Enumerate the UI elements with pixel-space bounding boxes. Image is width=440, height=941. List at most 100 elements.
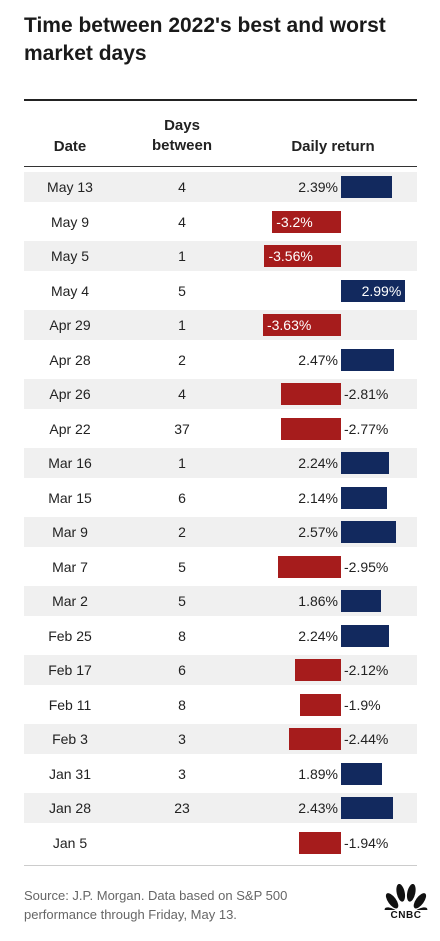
- row-days-between: 4: [178, 179, 186, 195]
- positive-return-bar: [341, 590, 381, 612]
- row-days-between: 23: [174, 800, 190, 816]
- table-row: Jan 31 3 1.89%: [24, 759, 417, 789]
- row-date: Mar 2: [52, 593, 88, 609]
- row-days-between: 8: [178, 627, 186, 644]
- row-days-between: 5: [178, 593, 186, 609]
- top-divider: [24, 99, 417, 101]
- row-days-between: 6: [178, 489, 186, 506]
- row-return-label: 2.47%: [298, 351, 338, 368]
- row-date: Jan 28: [48, 800, 92, 816]
- row-return-label: -2.12%: [344, 662, 389, 678]
- row-date: Mar 9: [52, 524, 88, 540]
- row-date: Mar 7: [52, 558, 88, 575]
- row-return-label: 2.57%: [298, 524, 338, 540]
- positive-return-bar: [341, 486, 387, 509]
- table-row: May 5 1 -3.56%: [24, 241, 417, 271]
- positive-return-bar: [341, 279, 406, 302]
- row-date: Apr 28: [49, 351, 91, 368]
- table-row: May 13 4 2.39%: [24, 172, 417, 202]
- header-days-between: Days between: [132, 116, 232, 156]
- cnbc-logo-text: CNBC: [390, 910, 422, 921]
- row-days-between: 3: [178, 731, 186, 747]
- table-row: Jan 5 -1.94%: [24, 828, 417, 858]
- row-days-between: 3: [178, 765, 186, 782]
- positive-return-bar: [341, 797, 394, 819]
- bottom-divider: [24, 865, 417, 866]
- row-return-label: -3.63%: [266, 317, 312, 333]
- row-date: Apr 22: [49, 420, 91, 437]
- row-return-label: 2.14%: [298, 489, 338, 506]
- row-date: Jan 31: [48, 765, 92, 782]
- positive-return-bar: [341, 521, 397, 543]
- negative-return-bar: [277, 555, 341, 578]
- table-row: Feb 11 8 -1.9%: [24, 690, 417, 720]
- table-row: Mar 9 2 2.57%: [24, 517, 417, 547]
- header-days-line2: between: [151, 137, 212, 154]
- row-days-between: 2: [178, 351, 186, 368]
- row-return-label: 2.39%: [298, 179, 338, 195]
- row-date: Feb 3: [52, 731, 88, 747]
- positive-return-bar: [341, 452, 390, 474]
- row-days-between: 37: [174, 420, 190, 437]
- row-return-label: -3.2%: [276, 213, 313, 230]
- row-return-label: -2.95%: [344, 558, 389, 575]
- row-return-label: -3.56%: [268, 248, 313, 264]
- row-date: Feb 11: [48, 696, 92, 713]
- row-days-between: 4: [178, 386, 186, 402]
- row-date: May 4: [50, 282, 90, 299]
- table-row: Mar 2 5 1.86%: [24, 586, 417, 616]
- row-return-label: 2.24%: [298, 455, 338, 471]
- table-row: Apr 28 2 2.47%: [24, 345, 417, 375]
- row-return-label: -2.44%: [344, 731, 389, 747]
- negative-return-bar: [262, 314, 341, 336]
- row-days-between: 1: [178, 317, 186, 333]
- nbc-peacock-icon: [384, 883, 428, 919]
- table-row: May 4 5 2.99%: [24, 276, 417, 306]
- row-days-between: 6: [178, 662, 186, 678]
- table-row: Apr 22 37 -2.77%: [24, 414, 417, 444]
- row-date: May 13: [47, 179, 93, 195]
- row-return-label: -1.9%: [344, 696, 381, 713]
- table-row: Mar 16 1 2.24%: [24, 448, 417, 478]
- row-days-between: 1: [178, 248, 186, 264]
- row-return-label: 2.24%: [298, 627, 338, 644]
- chart-title: Time between 2022's best and worst marke…: [24, 14, 386, 65]
- row-return-label: -2.77%: [344, 420, 389, 437]
- table-row: Mar 15 6 2.14%: [24, 483, 417, 513]
- row-date: Apr 29: [49, 317, 91, 333]
- row-return-label: 2.43%: [298, 800, 338, 816]
- row-return-label: 1.89%: [298, 765, 338, 782]
- table-row: Feb 3 3 -2.44%: [24, 724, 417, 754]
- row-date: May 9: [50, 213, 90, 230]
- row-days-between: 5: [178, 282, 186, 299]
- row-date: Apr 26: [49, 386, 91, 402]
- negative-return-bar: [295, 659, 341, 681]
- negative-return-bar: [300, 693, 341, 716]
- table-row: Jan 28 23 2.43%: [24, 793, 417, 823]
- row-return-label: -2.81%: [344, 386, 389, 402]
- row-days-between: [132, 828, 232, 858]
- row-days-between: 8: [178, 696, 186, 713]
- row-days-between: 1: [178, 455, 186, 471]
- table-row: May 9 4 -3.2%: [24, 207, 417, 237]
- negative-return-bar: [280, 383, 341, 405]
- row-days-between: 2: [178, 524, 186, 540]
- table-row: Feb 17 6 -2.12%: [24, 655, 417, 685]
- negative-return-bar: [288, 728, 341, 750]
- negative-return-bar: [281, 417, 341, 440]
- positive-return-bar: [341, 762, 382, 785]
- negative-return-bar: [272, 210, 341, 233]
- negative-return-bar: [299, 831, 341, 854]
- row-days-between: 4: [178, 213, 186, 230]
- positive-return-bar: [341, 624, 390, 647]
- positive-return-bar: [341, 176, 393, 198]
- source-note: Source: J.P. Morgan. Data based on S&P 5…: [24, 888, 288, 922]
- row-return-label: -1.94%: [344, 834, 389, 851]
- table-row: Apr 29 1 -3.63%: [24, 310, 417, 340]
- cnbc-logo: CNBC: [384, 883, 428, 924]
- row-date: Jan 5: [52, 834, 88, 851]
- header-divider: [24, 166, 417, 167]
- table-row: Mar 7 5 -2.95%: [24, 552, 417, 582]
- table-row: Feb 25 8 2.24%: [24, 621, 417, 651]
- positive-return-bar: [341, 348, 395, 371]
